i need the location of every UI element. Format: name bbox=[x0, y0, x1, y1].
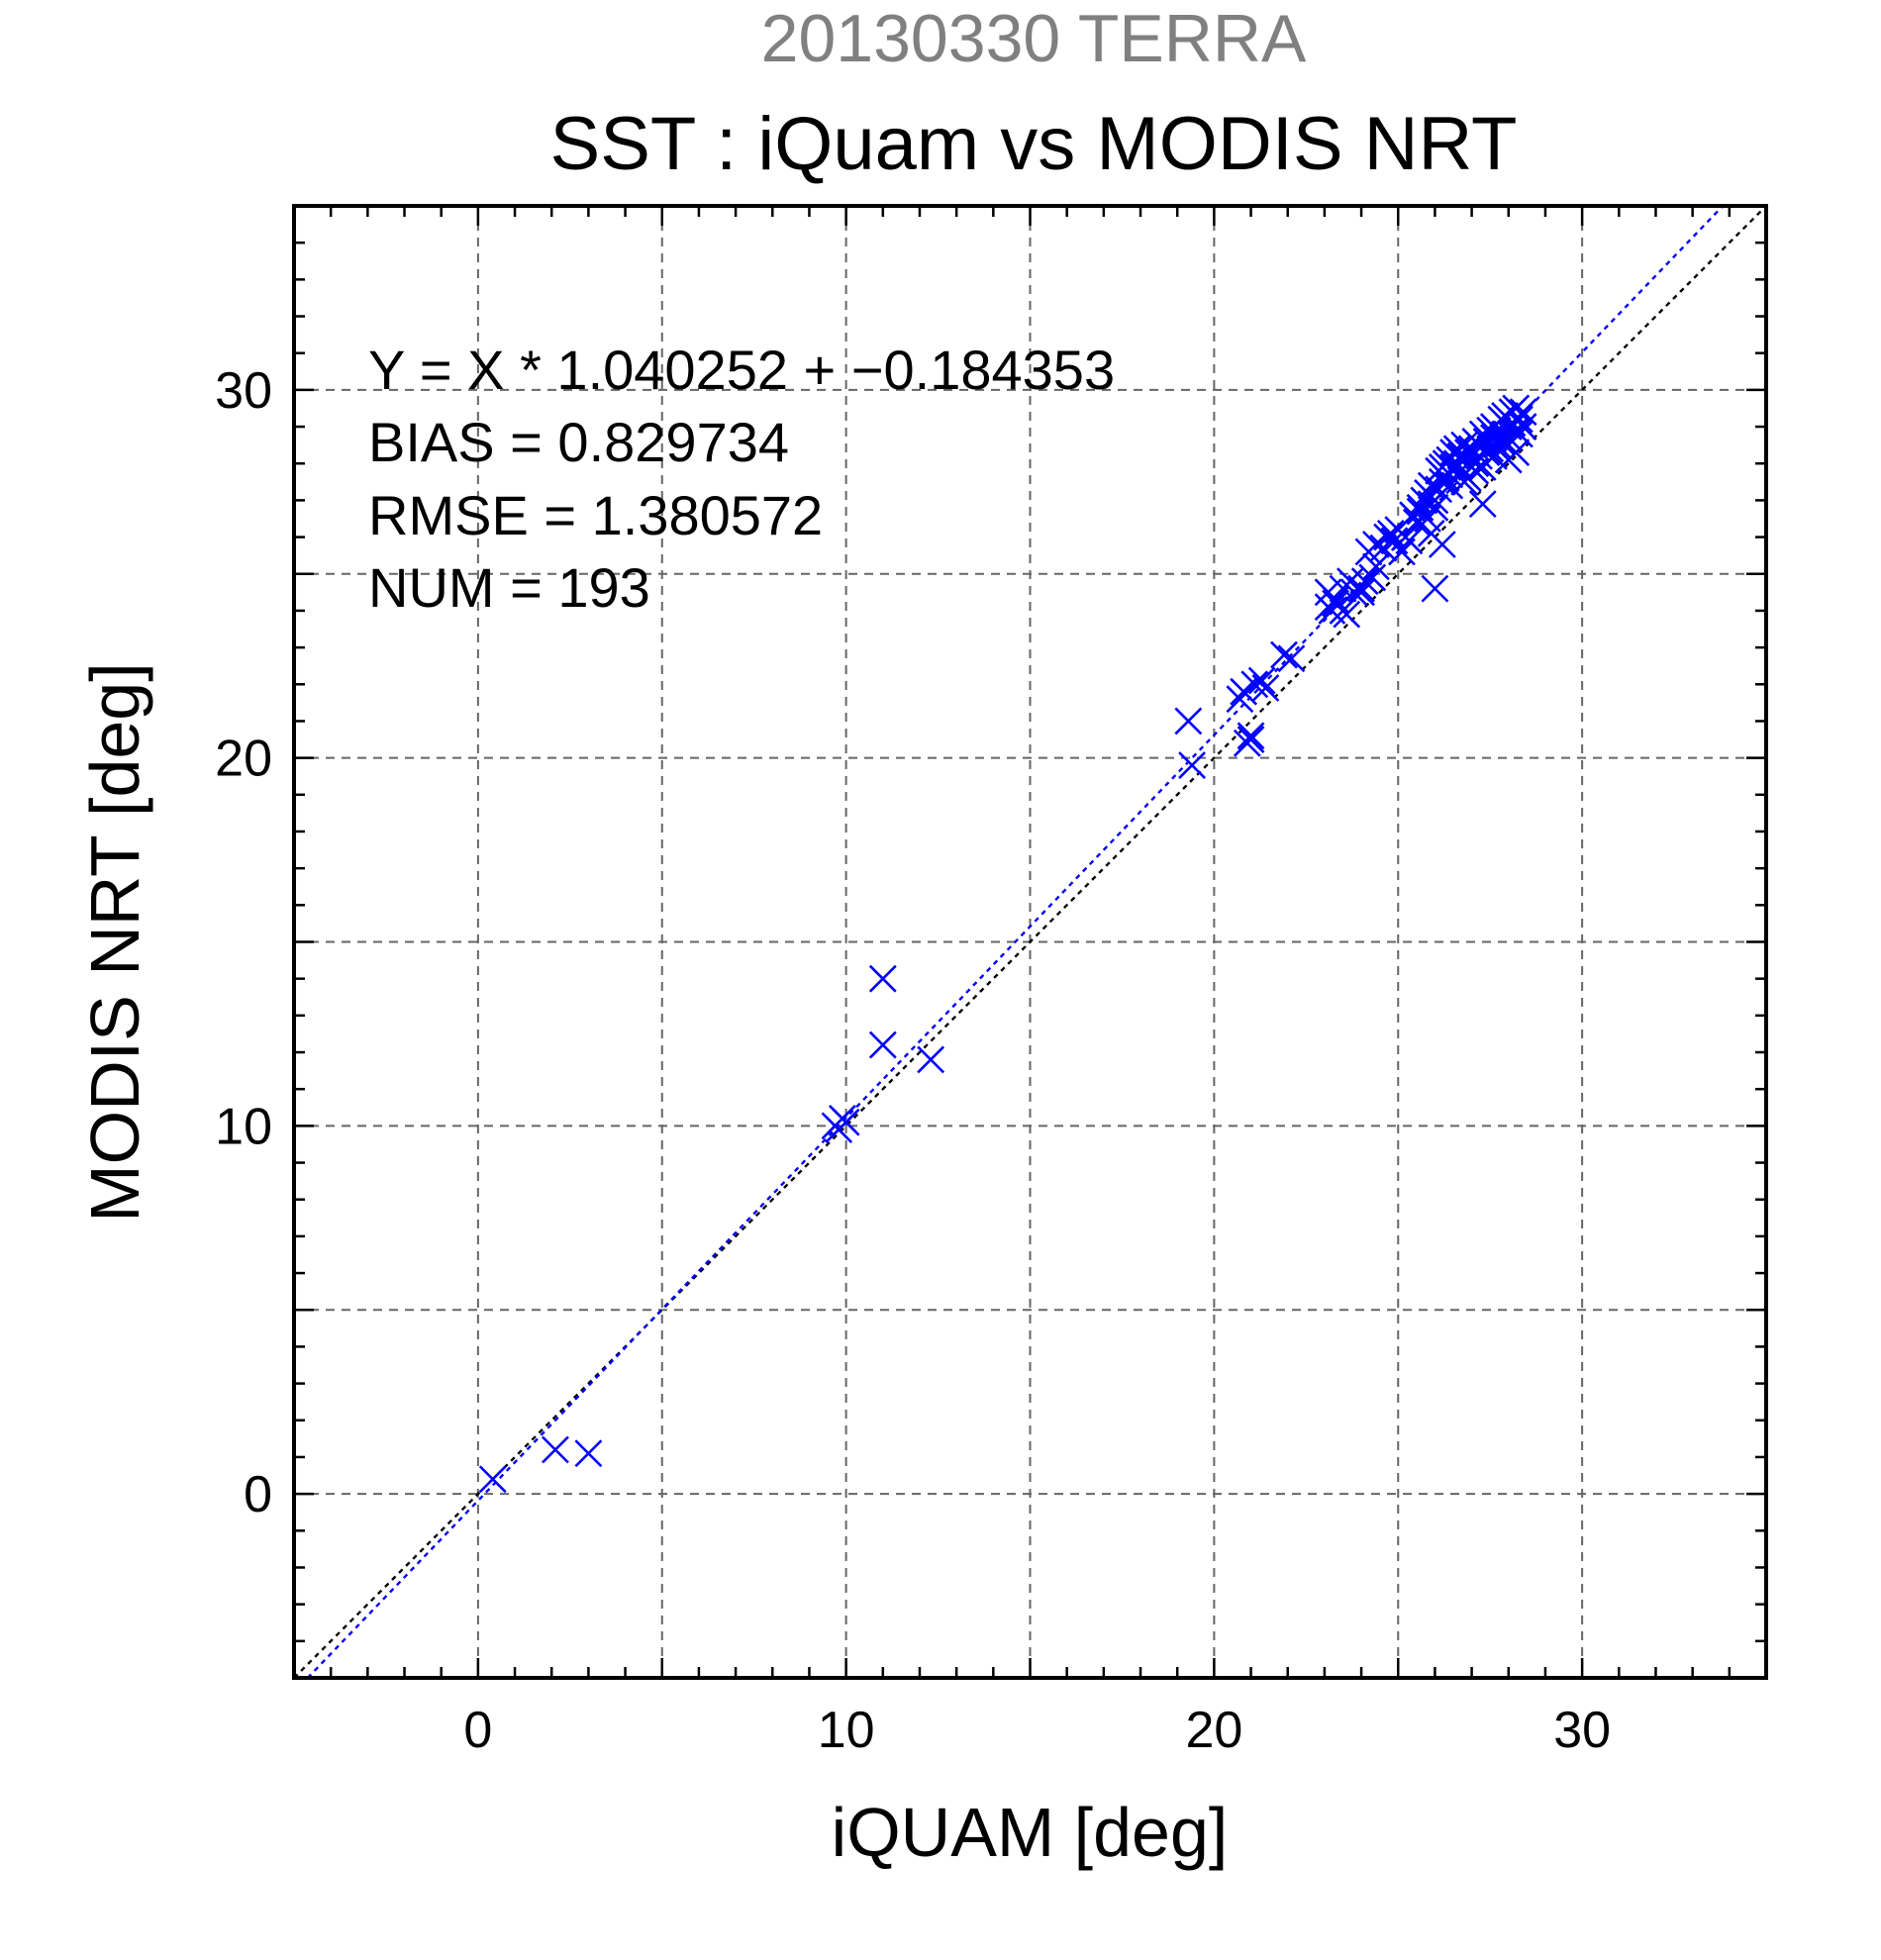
data-point bbox=[1240, 670, 1269, 699]
data-point bbox=[1350, 567, 1379, 596]
rmse-value: RMSE = 1.380572 bbox=[368, 484, 823, 546]
data-point bbox=[1270, 640, 1298, 669]
plot-frame bbox=[292, 204, 1768, 1680]
tick-labels: 0 10 20 30 0 10 20 30 bbox=[215, 362, 1611, 1759]
y-axis-label: MODIS NRT [deg] bbox=[76, 662, 153, 1222]
data-point bbox=[1247, 666, 1276, 695]
chart-supertitle: 20130330 TERRA bbox=[761, 1, 1307, 76]
data-point bbox=[1174, 707, 1203, 735]
data-point bbox=[1237, 722, 1265, 750]
regression-fit-line bbox=[306, 205, 1725, 1679]
num-value: NUM = 193 bbox=[368, 556, 650, 619]
data-point bbox=[574, 1439, 603, 1468]
data-point bbox=[1277, 644, 1306, 673]
data-point bbox=[1468, 490, 1497, 519]
grid-lines bbox=[294, 206, 1766, 1678]
y-tick-label: 10 bbox=[215, 1098, 272, 1155]
data-point bbox=[542, 1435, 569, 1464]
x-tick-label: 20 bbox=[1185, 1702, 1242, 1759]
x-tick-label: 0 bbox=[463, 1702, 492, 1759]
data-point bbox=[868, 964, 897, 993]
data-point bbox=[1506, 405, 1534, 434]
data-point bbox=[1395, 527, 1424, 555]
data-point bbox=[1509, 398, 1537, 427]
data-point bbox=[1494, 445, 1523, 474]
x-axis-label: iQUAM [deg] bbox=[832, 1794, 1229, 1871]
data-point bbox=[1487, 428, 1516, 455]
data-point bbox=[1362, 552, 1390, 581]
data-point bbox=[1461, 456, 1490, 485]
data-points bbox=[478, 394, 1537, 1494]
data-point bbox=[917, 1045, 945, 1074]
data-point bbox=[1421, 574, 1449, 603]
data-point bbox=[1450, 431, 1479, 459]
data-point bbox=[1251, 674, 1280, 702]
fit-equation: Y = X * 1.040252 + −0.184353 bbox=[368, 339, 1115, 401]
data-point bbox=[1178, 751, 1206, 779]
x-tick-label: 30 bbox=[1553, 1702, 1611, 1759]
data-point bbox=[1436, 471, 1464, 500]
stats-box: Y = X * 1.040252 + −0.184353 BIAS = 0.82… bbox=[368, 339, 1115, 619]
data-point bbox=[1502, 394, 1531, 423]
data-point bbox=[1491, 428, 1519, 455]
bias-value: BIAS = 0.829734 bbox=[368, 411, 789, 473]
y-tick-label: 0 bbox=[244, 1466, 272, 1523]
x-tick-label: 10 bbox=[818, 1702, 875, 1759]
one-to-one-line bbox=[293, 205, 1767, 1679]
data-point bbox=[1406, 497, 1435, 526]
y-tick-label: 30 bbox=[215, 362, 272, 420]
chart-title: SST : iQuam vs MODIS NRT bbox=[550, 102, 1518, 186]
data-point bbox=[868, 1030, 897, 1059]
data-point bbox=[1417, 519, 1445, 547]
data-point bbox=[1333, 600, 1361, 629]
y-tick-label: 20 bbox=[215, 731, 272, 788]
data-point bbox=[1358, 563, 1387, 592]
data-point bbox=[1347, 578, 1375, 607]
data-point bbox=[1506, 420, 1534, 448]
reference-lines bbox=[293, 205, 1767, 1679]
data-point bbox=[1509, 413, 1537, 441]
data-point bbox=[832, 1108, 860, 1136]
data-point bbox=[478, 1465, 507, 1494]
data-point bbox=[1237, 726, 1265, 753]
